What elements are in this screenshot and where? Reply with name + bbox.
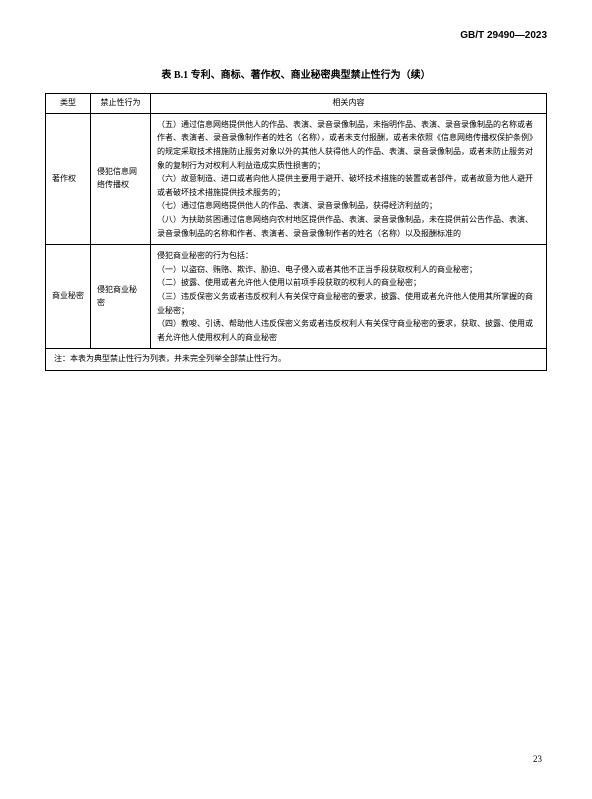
page-number: 23 bbox=[533, 754, 542, 764]
header-type: 类型 bbox=[46, 94, 91, 114]
table-header-row: 类型 禁止性行为 相关内容 bbox=[46, 94, 547, 114]
header-content: 相关内容 bbox=[151, 94, 547, 114]
cell-type-0: 著作权 bbox=[46, 113, 91, 244]
cell-content-1: 侵犯商业秘密的行为包括：（一）以盗窃、贿赂、欺诈、胁迫、电子侵入或者其他不正当手… bbox=[151, 245, 547, 349]
note-row: 注：本表为典型禁止性行为列表，并未完全列举全部禁止性行为。 bbox=[46, 349, 547, 371]
cell-prohibited-1: 侵犯商业秘密 bbox=[91, 245, 151, 349]
note-cell: 注：本表为典型禁止性行为列表，并未完全列举全部禁止性行为。 bbox=[46, 349, 547, 371]
table-row: 著作权 侵犯信息网络传播权 （五）通过信息网络提供他人的作品、表演、录音录像制品… bbox=[46, 113, 547, 244]
standard-number: GB/T 29490—2023 bbox=[45, 30, 547, 41]
page-container: GB/T 29490—2023 表 B.1 专利、商标、著作权、商业秘密典型禁止… bbox=[0, 0, 592, 799]
main-table: 类型 禁止性行为 相关内容 著作权 侵犯信息网络传播权 （五）通过信息网络提供他… bbox=[45, 93, 547, 371]
header-prohibited: 禁止性行为 bbox=[91, 94, 151, 114]
cell-type-1: 商业秘密 bbox=[46, 245, 91, 349]
cell-content-0: （五）通过信息网络提供他人的作品、表演、录音录像制品，未指明作品、表演、录音录像… bbox=[151, 113, 547, 244]
table-title: 表 B.1 专利、商标、著作权、商业秘密典型禁止性行为（续） bbox=[45, 66, 547, 81]
cell-prohibited-0: 侵犯信息网络传播权 bbox=[91, 113, 151, 244]
table-row: 商业秘密 侵犯商业秘密 侵犯商业秘密的行为包括：（一）以盗窃、贿赂、欺诈、胁迫、… bbox=[46, 245, 547, 349]
